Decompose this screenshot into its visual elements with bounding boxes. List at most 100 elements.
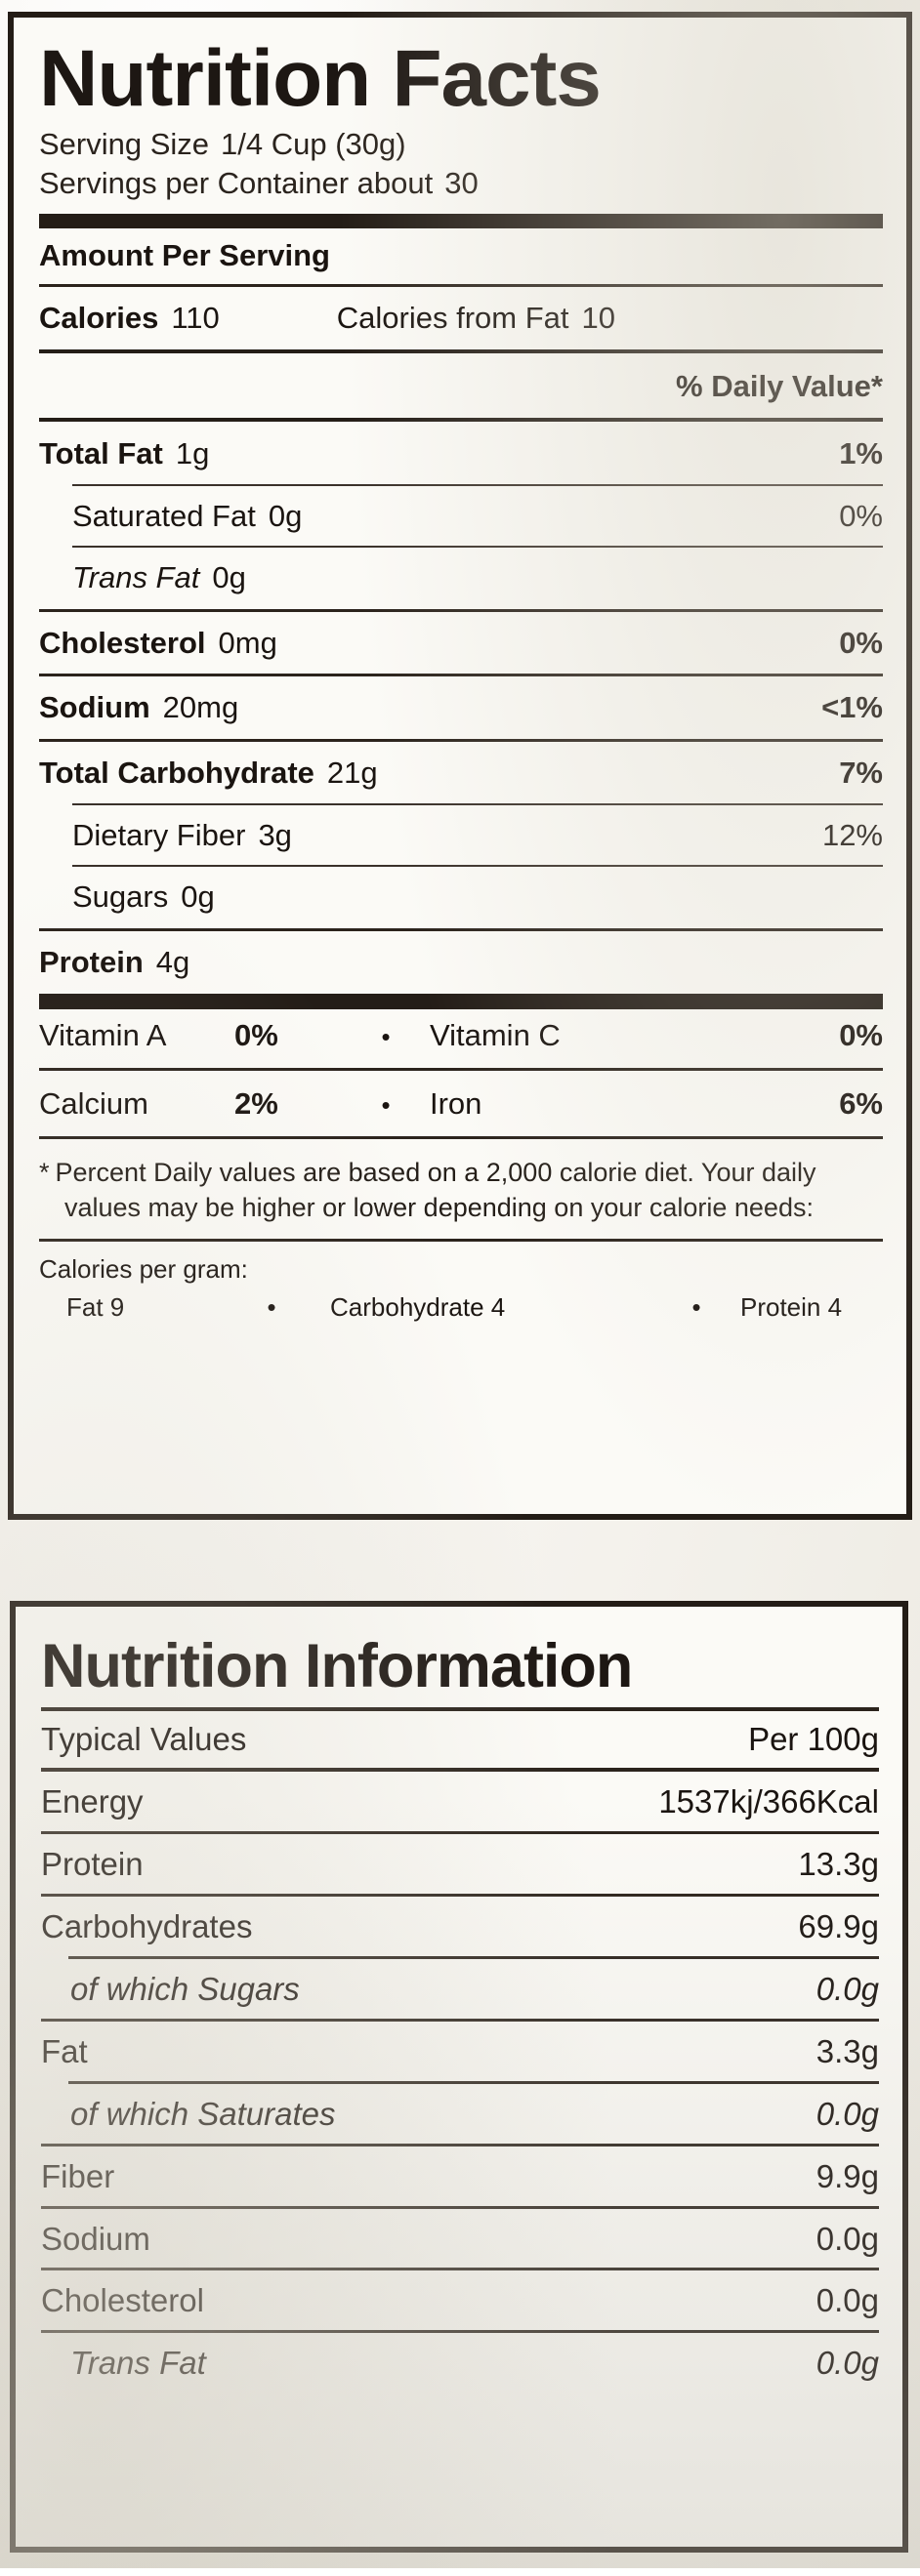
- servings-per-container-line: Servings per Container about 30: [39, 164, 883, 203]
- divider: [72, 802, 883, 805]
- divider: [72, 546, 883, 549]
- nutrient-label: Total Fat: [39, 436, 163, 471]
- nutrient-daily-value: 7%: [839, 756, 883, 791]
- nutrient-amount: 21g: [326, 756, 378, 791]
- nutrient-amount: 1g: [175, 436, 210, 471]
- daily-value-footnote: * Percent Daily values are based on a 2,0…: [39, 1146, 883, 1231]
- intl-value: 13.3g: [798, 1845, 879, 1882]
- vitamin-percent: 6%: [839, 1086, 883, 1122]
- divider: [68, 2080, 879, 2084]
- divider: [39, 739, 883, 743]
- intl-label: Cholesterol: [41, 2282, 204, 2319]
- nutrition-facts-panel: Nutrition Facts Serving Size 1/4 Cup (30g…: [8, 12, 912, 1520]
- divider: [41, 1767, 879, 1772]
- calories-value: 110: [171, 300, 220, 335]
- vitamin-percent: 0%: [234, 1018, 278, 1053]
- intl-header-left: Typical Values: [41, 1721, 247, 1757]
- intl-label: Trans Fat: [70, 2345, 206, 2382]
- divider: [68, 1955, 879, 1959]
- divider-thick: [39, 994, 883, 1010]
- nutrient-row-cholesterol: Cholesterol 0mg 0%: [39, 619, 883, 668]
- divider: [39, 1136, 883, 1140]
- divider: [39, 608, 883, 612]
- calories-row: Calories 110 Calories from Fat 10: [39, 294, 883, 343]
- intl-row-of-which-saturates: of which Saturates 0.0g: [41, 2086, 879, 2142]
- intl-value: 0.0g: [815, 1970, 879, 2007]
- intl-row-fiber: Fiber 9.9g: [41, 2148, 879, 2204]
- bullet-icon: •: [381, 1090, 391, 1121]
- intl-label: Carbohydrates: [41, 1907, 253, 1944]
- intl-value: 0.0g: [815, 2282, 879, 2319]
- intl-label: Protein: [41, 1845, 144, 1882]
- page-title: Nutrition Facts: [39, 34, 602, 123]
- nutrient-label: Sodium: [39, 690, 150, 725]
- divider: [41, 2018, 879, 2022]
- intl-label: Sodium: [41, 2220, 150, 2257]
- nutrient-amount: 4g: [155, 944, 190, 979]
- vitamin-row-a-c: Vitamin A 0% • Vitamin C 0%: [39, 1009, 883, 1061]
- calories-per-gram-carbohydrate: Carbohydrate 4: [330, 1291, 506, 1322]
- nutrient-daily-value: 1%: [839, 436, 883, 471]
- nutrient-row-total-carbohydrate: Total Carbohydrate 21g 7%: [39, 749, 883, 797]
- divider: [41, 2205, 879, 2209]
- bullet-icon: •: [267, 1291, 276, 1322]
- intl-row-fat: Fat 3.3g: [41, 2024, 879, 2079]
- divider: [41, 2330, 879, 2334]
- intl-label: Energy: [41, 1782, 144, 1820]
- nutrient-amount: 0mg: [218, 625, 277, 660]
- calories-per-gram-title: Calories per gram:: [39, 1253, 248, 1284]
- intl-row-sodium: Sodium 0.0g: [41, 2211, 879, 2267]
- footnote-text: Percent Daily values are based on a 2,00…: [55, 1158, 816, 1222]
- vitamin-percent: 2%: [234, 1086, 278, 1122]
- calories-from-fat-value: 10: [581, 300, 615, 335]
- divider: [41, 2143, 879, 2147]
- nutrient-row-trans-fat: Trans Fat 0g: [39, 553, 883, 602]
- intl-table-header: Typical Values Per 100g: [41, 1713, 879, 1766]
- nutrient-row-protein: Protein 4g: [39, 938, 883, 987]
- divider: [39, 349, 883, 354]
- nutrient-amount: 0g: [212, 560, 246, 595]
- servings-per-container-label: Servings per Container about: [39, 166, 434, 201]
- nutrient-daily-value: 0%: [839, 498, 883, 533]
- intl-label: Fiber: [41, 2157, 115, 2194]
- amount-per-serving-heading: Amount Per Serving: [39, 237, 330, 272]
- divider: [72, 483, 883, 486]
- nutrient-row-sugars: Sugars 0g: [39, 873, 883, 921]
- intl-row-of-which-sugars: of which Sugars 0.0g: [41, 1961, 879, 2017]
- nutrition-information-panel: Nutrition Information Typical Values Per…: [10, 1601, 908, 2553]
- vitamin-label: Vitamin A: [39, 1018, 167, 1053]
- divider: [72, 865, 883, 868]
- serving-size-line: Serving Size 1/4 Cup (30g): [39, 125, 883, 164]
- nutrient-label: Sugars: [72, 879, 169, 915]
- intl-label: of which Saturates: [70, 2095, 336, 2132]
- calories-per-gram-row: Fat 9 • Carbohydrate 4 • Protein 4: [39, 1287, 883, 1334]
- divider: [41, 1893, 879, 1897]
- calories-per-gram-fat: Fat 9: [66, 1291, 125, 1322]
- intl-value: 0.0g: [815, 2345, 879, 2382]
- intl-value: 3.3g: [815, 2032, 879, 2069]
- vitamin-label: Calcium: [39, 1086, 148, 1122]
- intl-value: 0.0g: [815, 2095, 879, 2132]
- bullet-icon: •: [381, 1022, 391, 1052]
- vitamin-label: Vitamin C: [430, 1018, 561, 1053]
- nutrient-row-dietary-fiber: Dietary Fiber 3g 12%: [39, 811, 883, 860]
- divider: [39, 674, 883, 677]
- divider: [41, 2268, 879, 2271]
- nutrient-amount: 3g: [258, 817, 292, 852]
- intl-row-trans-fat: Trans Fat 0.0g: [41, 2335, 879, 2391]
- intl-row-energy: Energy 1537kj/366Kcal: [41, 1774, 879, 1829]
- intl-row-cholesterol: Cholesterol 0.0g: [41, 2272, 879, 2328]
- divider-thick: [39, 213, 883, 228]
- intl-label: Fat: [41, 2032, 88, 2069]
- nutrient-daily-value: <1%: [821, 690, 883, 725]
- nutrient-label: Total Carbohydrate: [39, 756, 314, 791]
- nutrient-label: Protein: [39, 944, 144, 979]
- calories-from-fat-label: Calories from Fat: [336, 300, 569, 335]
- footnote-asterisk: *: [39, 1158, 50, 1188]
- divider: [39, 283, 883, 287]
- nutrient-label: Cholesterol: [39, 625, 206, 660]
- vitamin-percent: 0%: [839, 1018, 883, 1053]
- nutrient-daily-value: 0%: [839, 625, 883, 660]
- nutrient-label: Saturated Fat: [72, 498, 256, 533]
